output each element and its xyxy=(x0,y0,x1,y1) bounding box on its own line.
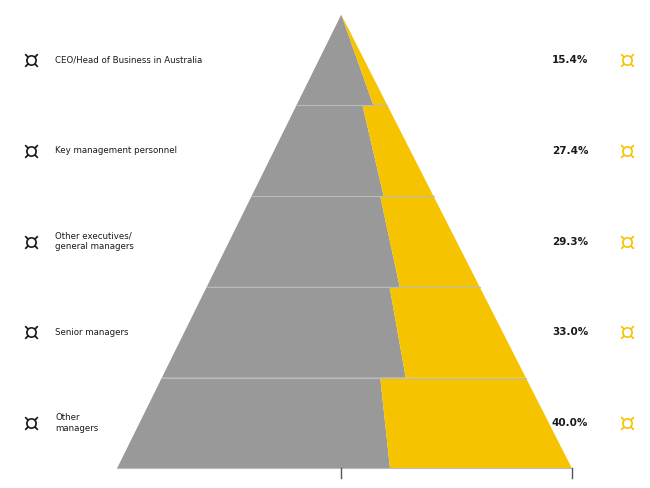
Text: 15.4%: 15.4% xyxy=(552,55,588,65)
Text: 29.3%: 29.3% xyxy=(552,237,588,246)
Polygon shape xyxy=(207,196,400,287)
Text: Other executives/
general managers: Other executives/ general managers xyxy=(55,232,134,251)
Polygon shape xyxy=(252,105,384,196)
Text: 27.4%: 27.4% xyxy=(552,146,588,156)
Polygon shape xyxy=(389,287,526,378)
Text: Other
managers: Other managers xyxy=(55,413,99,433)
Text: CEO/Head of Business in Australia: CEO/Head of Business in Australia xyxy=(55,56,203,64)
Text: Senior managers: Senior managers xyxy=(55,328,129,337)
Polygon shape xyxy=(380,378,572,468)
Polygon shape xyxy=(296,15,373,105)
Polygon shape xyxy=(162,287,406,378)
Polygon shape xyxy=(117,378,390,468)
Polygon shape xyxy=(363,105,434,196)
Text: Key management personnel: Key management personnel xyxy=(55,146,177,155)
Polygon shape xyxy=(341,15,387,105)
Polygon shape xyxy=(380,196,480,287)
Text: 40.0%: 40.0% xyxy=(552,418,588,428)
Text: 33.0%: 33.0% xyxy=(552,327,588,337)
